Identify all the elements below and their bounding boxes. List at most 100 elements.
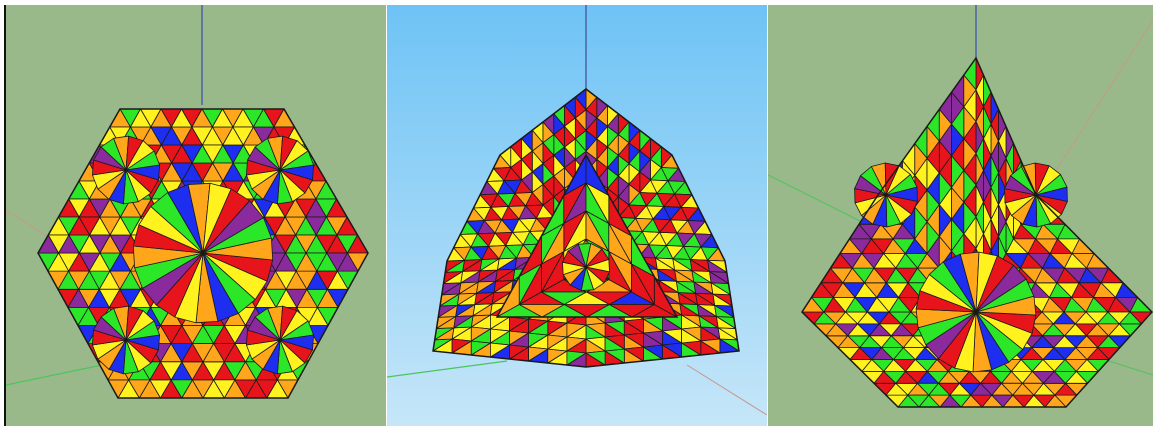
facet-triangle <box>542 175 555 198</box>
facet-triangle <box>679 303 700 317</box>
facet-triangle <box>441 282 462 296</box>
triangle-face-outline <box>495 153 679 318</box>
facet-triangle <box>898 296 921 313</box>
facet-triangle <box>975 295 1037 316</box>
facet-triangle <box>596 159 608 181</box>
view-triangular-dome-panel <box>387 5 767 426</box>
facet-triangle <box>635 205 654 220</box>
facet-triangle <box>1115 296 1138 313</box>
facet-triangle <box>902 347 926 360</box>
hull-outline <box>432 88 740 368</box>
facet-triangle <box>191 343 215 363</box>
facet-triangle <box>437 304 458 318</box>
facet-triangle <box>566 322 587 338</box>
facet-triangle <box>528 318 549 334</box>
facet-triangle <box>316 288 339 308</box>
facet-triangle <box>714 304 735 318</box>
facet-triangle <box>109 126 131 146</box>
facet-triangle <box>336 234 358 254</box>
facet-triangle <box>991 394 1014 408</box>
kite-polyhedron-render <box>768 5 1153 426</box>
facet-triangle <box>585 350 606 366</box>
view-kite-face-panel <box>768 5 1153 426</box>
facet-triangle <box>607 113 619 135</box>
facet-triangle <box>453 246 472 261</box>
facet-triangle <box>505 231 524 246</box>
facet-triangle <box>1053 335 1077 349</box>
facet-triangle <box>472 303 493 317</box>
facet-triangle <box>648 231 667 246</box>
facet-triangle <box>907 394 930 408</box>
facet-triangle <box>574 96 587 119</box>
facet-triangle <box>191 126 213 146</box>
facet-triangle <box>202 237 274 261</box>
facet-triangle <box>885 186 918 202</box>
facet-triangle <box>170 108 193 128</box>
facet-triangle <box>870 223 894 240</box>
facet-triangle <box>1033 394 1056 408</box>
facet-triangle <box>1013 238 1036 254</box>
facet-triangle <box>336 252 359 272</box>
facet-triangle <box>665 245 685 260</box>
facet-triangle <box>501 218 520 233</box>
facet-triangle <box>878 323 902 337</box>
facet-triangle <box>650 146 662 168</box>
facet-triangle <box>813 311 837 325</box>
facet-triangle <box>213 379 236 399</box>
facet-triangle <box>700 246 719 261</box>
facet-triangle <box>252 108 275 128</box>
facet-triangle <box>1054 382 1078 396</box>
facet-triangle <box>460 270 481 284</box>
facet-triangle <box>279 334 315 351</box>
facet-triangle <box>851 253 875 269</box>
facet-triangle <box>811 296 834 313</box>
facet-triangle <box>631 263 655 305</box>
facet-triangle <box>518 205 537 220</box>
facet-triangle <box>608 223 632 265</box>
hexagonal-polyhedron-render <box>6 5 386 426</box>
facet-triangle <box>212 162 234 182</box>
facet-triangle <box>926 370 949 384</box>
facet-triangle <box>628 129 641 152</box>
facet-triangle <box>491 291 512 305</box>
facet-triangle <box>695 292 716 306</box>
facet-triangle <box>125 334 161 351</box>
facet-triangle <box>1042 267 1065 284</box>
facet-triangle <box>914 143 928 176</box>
facet-triangle <box>998 204 1007 237</box>
facet-triangle <box>495 268 516 282</box>
facet-triangle <box>488 245 507 260</box>
facet-triangle <box>1053 370 1077 384</box>
facet-triangle <box>1064 253 1087 269</box>
facet-triangle <box>563 291 610 305</box>
facet-triangle <box>171 162 193 182</box>
facet-triangle <box>674 193 693 208</box>
facet-triangle <box>479 193 498 208</box>
green-axis-line <box>387 360 508 378</box>
facet-triangle <box>662 342 683 358</box>
facet-triangle <box>983 106 992 140</box>
facet-triangle <box>938 235 952 269</box>
facet-triangle <box>531 129 544 152</box>
facet-triangle <box>656 180 675 195</box>
facet-triangle <box>963 138 977 171</box>
facet-triangle <box>608 304 655 318</box>
facet-triangle <box>234 361 257 381</box>
facet-triangle <box>1075 347 1099 360</box>
facet-triangle <box>470 328 491 344</box>
facet-triangle <box>687 220 706 235</box>
facet-triangle <box>998 140 1007 174</box>
facet-triangle <box>1057 238 1080 254</box>
facet-triangle <box>628 171 641 193</box>
facet-triangle <box>949 394 972 408</box>
facet-triangle <box>547 336 568 352</box>
facet-triangle <box>975 74 984 108</box>
facet-triangle <box>528 346 549 362</box>
facet-triangle <box>859 347 882 360</box>
facet-triangle <box>191 144 214 164</box>
facet-triangle <box>1074 311 1098 325</box>
facet-triangle <box>660 291 681 305</box>
facet-triangle <box>656 268 677 282</box>
facet-triangle <box>914 206 928 240</box>
facet-triangle <box>1031 347 1055 360</box>
